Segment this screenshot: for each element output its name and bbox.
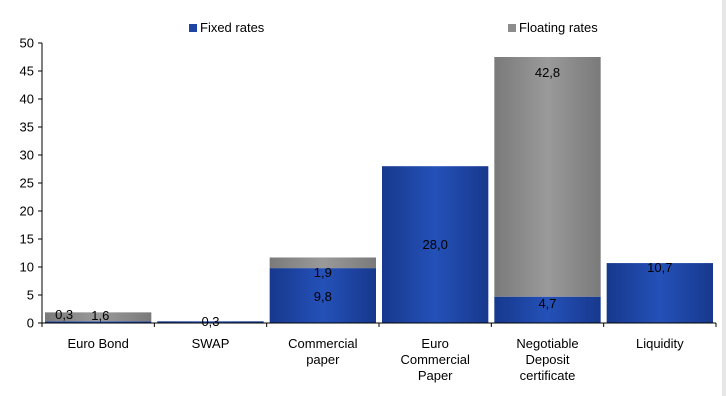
bar-fixed-5 bbox=[606, 263, 713, 323]
data-label-fixed-2: 9,8 bbox=[314, 289, 332, 304]
bar-fixed-2 bbox=[269, 268, 376, 323]
y-tick-label: 15 bbox=[20, 232, 34, 247]
y-axis: 0 5 10 15 20 25 30 35 40 45 50 bbox=[20, 36, 43, 331]
bar-floating-0 bbox=[45, 312, 152, 322]
y-tick-label: 10 bbox=[20, 260, 34, 275]
y-tick-label: 5 bbox=[27, 288, 34, 303]
legend: Fixed rates Floating rates bbox=[189, 20, 598, 35]
data-label-fixed-4: 4,7 bbox=[538, 296, 556, 311]
x-axis: Euro Bond SWAP Commercial paper Euro Commerci… bbox=[38, 322, 717, 383]
bar-floating-4 bbox=[494, 57, 601, 297]
y-tick-label: 45 bbox=[20, 64, 34, 79]
bars: 0,3 1,6 0,3 9,8 1,9 28,0 4,7 42,8 10,7 bbox=[45, 57, 713, 329]
x-category-label: Commercial paper bbox=[288, 336, 357, 367]
bar-fixed-0 bbox=[45, 321, 152, 323]
y-tick-label: 50 bbox=[20, 36, 34, 51]
legend-label-1: Floating rates bbox=[519, 20, 598, 35]
data-label-floating-2: 1,9 bbox=[314, 265, 332, 280]
legend-label-0: Fixed rates bbox=[200, 20, 265, 35]
y-tick-label: 35 bbox=[20, 120, 34, 135]
x-category-label: Negotiable Deposit certificate bbox=[516, 336, 578, 383]
y-tick-label: 30 bbox=[20, 148, 34, 163]
bar-fixed-4 bbox=[494, 296, 601, 323]
y-tick-label: 40 bbox=[20, 92, 34, 107]
x-category-label: Euro Commercial Paper bbox=[400, 336, 469, 383]
data-label-fixed-3: 28,0 bbox=[423, 237, 448, 252]
bar-floating-2 bbox=[269, 257, 376, 269]
x-category-label: Liquidity bbox=[636, 336, 684, 351]
bar-fixed-3 bbox=[382, 166, 489, 323]
data-label-fixed-0: 0,3 bbox=[55, 307, 73, 322]
legend-swatch-0 bbox=[189, 24, 197, 32]
data-label-fixed-5: 10,7 bbox=[647, 260, 672, 275]
data-label-floating-4: 42,8 bbox=[535, 65, 560, 80]
y-tick-label: 25 bbox=[20, 176, 34, 191]
data-label-floating-0: 1,6 bbox=[91, 308, 109, 323]
y-tick-label: 20 bbox=[20, 204, 34, 219]
x-category-label: SWAP bbox=[192, 336, 230, 351]
y-tick-label: 0 bbox=[27, 316, 34, 331]
x-category-label: Euro Bond bbox=[67, 336, 128, 351]
legend-swatch-1 bbox=[508, 24, 516, 32]
data-label-fixed-1: 0,3 bbox=[201, 314, 219, 329]
bar-fixed-1 bbox=[157, 321, 264, 323]
